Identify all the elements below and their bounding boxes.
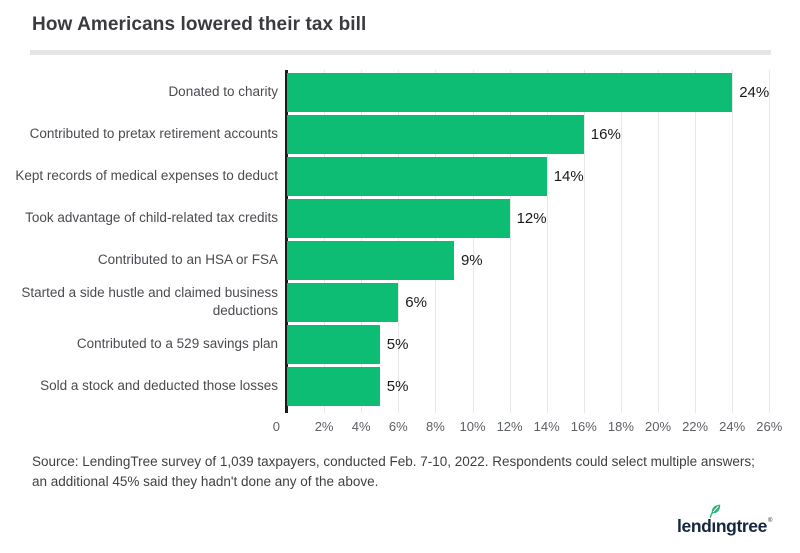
logo-text-tail: ngtree xyxy=(715,516,767,536)
x-tick-label: 22% xyxy=(682,419,709,434)
gridline xyxy=(620,70,622,413)
bar-area: 24% xyxy=(287,71,800,113)
bar-value-label: 24% xyxy=(739,83,770,101)
chart-rows: Donated to charity 24% Contributed to pret… xyxy=(0,71,800,407)
bar-value-label: 5% xyxy=(386,377,409,395)
leaf-icon xyxy=(710,504,721,518)
page-title: How Americans lowered their tax bill xyxy=(32,14,367,35)
x-tick-label: 20% xyxy=(644,419,672,434)
gridline xyxy=(472,70,474,413)
lendingtree-logo: lendı ngtree® xyxy=(677,504,772,537)
y-axis-line xyxy=(285,70,288,413)
bar xyxy=(287,366,380,406)
gridline xyxy=(769,70,771,413)
x-tick-label: 18% xyxy=(607,419,634,434)
bar xyxy=(287,282,399,322)
category-label: Took advantage of child-related tax cred… xyxy=(25,210,278,226)
bar xyxy=(287,240,454,280)
bar-area: 6% xyxy=(287,281,800,323)
bar xyxy=(287,324,380,364)
bar-chart: Donated to charity 24% Contributed to pret… xyxy=(0,70,800,440)
gridline xyxy=(732,70,734,413)
bar xyxy=(287,156,547,196)
category-label: Donated to charity xyxy=(168,84,278,100)
x-tick-label: 0 xyxy=(272,419,280,434)
logo-text-lead: lend xyxy=(677,516,712,536)
chart-row: Contributed to pretax retirement account… xyxy=(0,113,800,155)
bar-area: 16% xyxy=(287,113,800,155)
x-tick-label: 2% xyxy=(314,419,334,434)
bar-area: 5% xyxy=(287,323,800,365)
category-label: Kept records of medical expenses to dedu… xyxy=(15,168,278,184)
chart-row: Contributed to a 529 savings plan 5% xyxy=(0,323,800,365)
x-tick-label: 14% xyxy=(533,419,560,434)
logo-letter-i: ı xyxy=(710,504,721,537)
chart-row: Took advantage of child-related tax cred… xyxy=(0,197,800,239)
chart-row: Started a side hustle and claimed busine… xyxy=(0,281,800,323)
x-tick-label: 12% xyxy=(496,419,523,434)
bar-value-label: 16% xyxy=(590,125,621,143)
bar-area: 5% xyxy=(287,365,800,407)
bar-value-label: 12% xyxy=(516,209,547,227)
gridline xyxy=(546,70,548,413)
x-tick-label: 16% xyxy=(570,419,597,434)
category-label: Contributed to an HSA or FSA xyxy=(97,252,278,268)
gridline xyxy=(658,70,659,413)
gridline xyxy=(509,70,511,413)
title-divider xyxy=(30,50,771,55)
x-tick-label: 24% xyxy=(719,419,746,434)
bar xyxy=(287,198,510,238)
registered-trademark: ® xyxy=(767,518,772,524)
category-label: Contributed to a 529 savings plan xyxy=(76,336,278,352)
source-note: Source: LendingTree survey of 1,039 taxp… xyxy=(32,454,755,490)
x-tick-label: 4% xyxy=(351,419,371,434)
x-axis-labels: 0 2% 4% 6% 8% 10% 12% 14% 16% 18% 20% 22% 24% 26% xyxy=(273,419,783,437)
gridline xyxy=(583,70,585,413)
bar xyxy=(287,72,733,112)
x-tick-label: 8% xyxy=(425,419,445,434)
category-label: Sold a stock and deducted those losses xyxy=(40,378,278,394)
bar-area: 14% xyxy=(287,155,800,197)
bar-value-label: 14% xyxy=(553,167,584,185)
x-tick-label: 10% xyxy=(459,419,486,434)
gridline xyxy=(695,70,697,413)
category-label: Contributed to pretax retirement account… xyxy=(29,126,278,142)
x-tick-label: 6% xyxy=(388,419,408,434)
bar-value-label: 6% xyxy=(405,293,427,311)
chart-row: Contributed to an HSA or FSA 9% xyxy=(0,239,800,281)
chart-row: Sold a stock and deducted those losses 5% xyxy=(0,365,800,407)
chart-row: Donated to charity 24% xyxy=(0,71,800,113)
x-tick-label: 26% xyxy=(756,419,783,434)
bar-value-label: 9% xyxy=(460,251,483,269)
chart-row: Kept records of medical expenses to dedu… xyxy=(0,155,800,197)
bar-area: 9% xyxy=(287,239,800,281)
bar xyxy=(287,114,584,154)
bar-area: 12% xyxy=(287,197,800,239)
bar-value-label: 5% xyxy=(386,335,409,353)
category-label: Started a side hustle and claimed busine… xyxy=(21,285,278,318)
